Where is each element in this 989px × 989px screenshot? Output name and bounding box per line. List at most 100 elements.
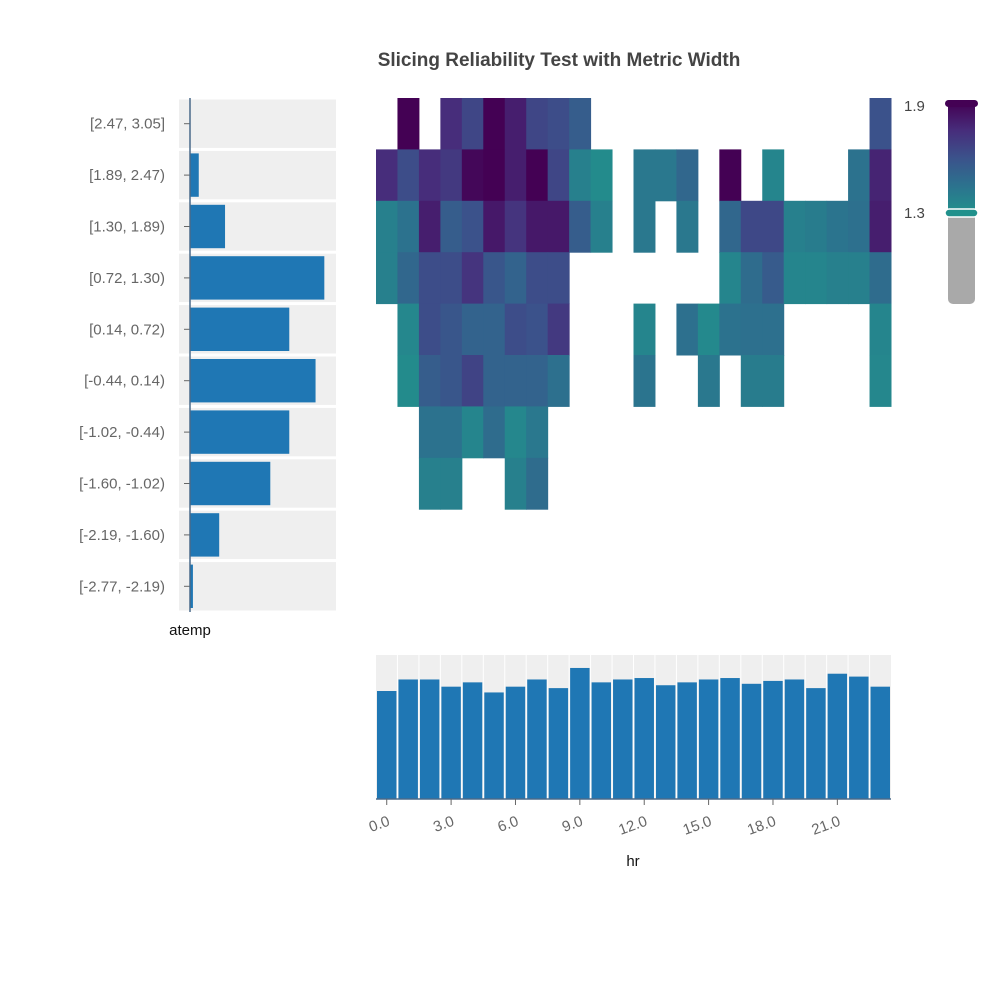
heatmap-cell [547,98,570,150]
y-tick-label: [0.14, 0.72) [89,321,165,338]
y-bin-background [179,562,336,611]
heatmap-cell [440,98,463,150]
heatmap-cell [762,252,785,305]
heatmap-cell [526,98,549,150]
x-tick-label: 15.0 [681,813,714,839]
heatmap-cell [483,149,506,202]
x-axis-title: hr [626,853,639,870]
heatmap-cell [526,303,549,356]
heatmap-cell [504,303,527,356]
y-histogram-bar [190,153,199,197]
y-histogram-bar [190,256,325,300]
x-histogram-bar [655,685,676,799]
heatmap-cell [483,200,506,253]
y-tick-label: [1.30, 1.89) [89,219,165,236]
colorbar-gradient [948,103,975,213]
heatmap-cell [569,149,592,202]
heatmap-cell [504,355,527,407]
x-histogram-bar [527,679,547,799]
heatmap-cell [869,149,892,202]
x-histogram-bar [484,692,504,799]
heatmap-cell [483,406,506,459]
heatmap-cell [461,252,484,305]
heatmap-cell [569,200,592,253]
heatmap-cell [376,252,398,305]
y-bin-background [179,150,336,200]
heatmap-cell [826,252,849,305]
heatmap-cell [869,252,892,305]
heatmap-cell [526,200,549,253]
heatmap-cell [440,355,463,407]
heatmap-cell [676,200,699,253]
heatmap-cell [440,252,463,305]
heatmap-cell [418,457,441,510]
x-histogram-bar [849,676,869,799]
x-histogram-bar [441,686,461,799]
heatmap-cell [504,98,527,150]
heatmap-cell [376,200,398,253]
heatmap-cell [461,406,484,459]
heatmap-cell [397,355,420,407]
heatmap-cell [869,355,892,407]
heatmap-cell [526,457,549,510]
heatmap-cell [719,200,742,253]
y-histogram-bar [190,359,316,403]
heatmap-cell [719,252,742,305]
y-histogram-bar [190,513,220,557]
x-histogram-bar [827,673,848,799]
x-histogram-bar [398,679,418,799]
x-histogram-bar [677,682,697,799]
heatmap-cell [397,252,420,305]
x-tick-label: 3.0 [431,813,456,836]
heatmap-cell [440,406,463,459]
heatmap-cell [740,252,763,305]
heatmap-cell [783,200,806,253]
heatmap-cell [461,303,484,356]
y-tick-label: [1.89, 2.47) [89,167,165,184]
heatmap-cell [397,200,420,253]
heatmap-cell [504,149,527,202]
y-histogram-bar [190,461,271,506]
heatmap-cell [418,355,441,407]
heatmap-cell [719,149,742,202]
heatmap-cell [440,200,463,253]
y-histogram-bar [190,564,193,608]
heatmap-cell [461,149,484,202]
colorbar-upper-handle [945,100,978,107]
heatmap-cell [547,200,570,253]
heatmap-cell [547,355,570,407]
y-histogram-bar [190,410,290,454]
heatmap-cell [762,355,785,407]
colorbar: 1.9 1.3 [904,98,979,304]
x-histogram-bar [870,686,890,799]
x-histogram-bar [720,678,740,799]
heatmap-cell [869,303,892,356]
heatmap-cell [740,200,763,253]
heatmap-cell [526,252,549,305]
heatmap-cell [504,200,527,253]
colorbar-lower-handle [944,208,979,218]
heatmap-cell [440,149,463,202]
heatmap-cell [719,303,742,356]
heatmap-cell [418,303,441,356]
x-histogram-bar [806,688,826,799]
heatmap [376,98,892,510]
x-histogram-bar [462,682,483,799]
heatmap-cell [783,252,806,305]
y-histogram: [2.47, 3.05] [1.89, 2.47) [1.30, 1.89) [0.7… [79,98,336,612]
y-histogram-bar [190,204,226,249]
heatmap-cell [569,98,592,150]
x-histogram-bar [548,688,569,799]
y-tick-label: [2.47, 3.05] [90,116,165,133]
colorbar-tick-label: 1.9 [904,98,925,115]
heatmap-cell [848,252,871,305]
heatmap-cell [418,252,441,305]
heatmap-cell [397,303,420,356]
heatmap-cell [740,355,763,407]
x-histogram-bar [591,682,612,799]
heatmap-cell [590,200,613,253]
heatmap-cell [547,149,570,202]
y-bin-background [179,99,336,148]
heatmap-cell [440,303,463,356]
